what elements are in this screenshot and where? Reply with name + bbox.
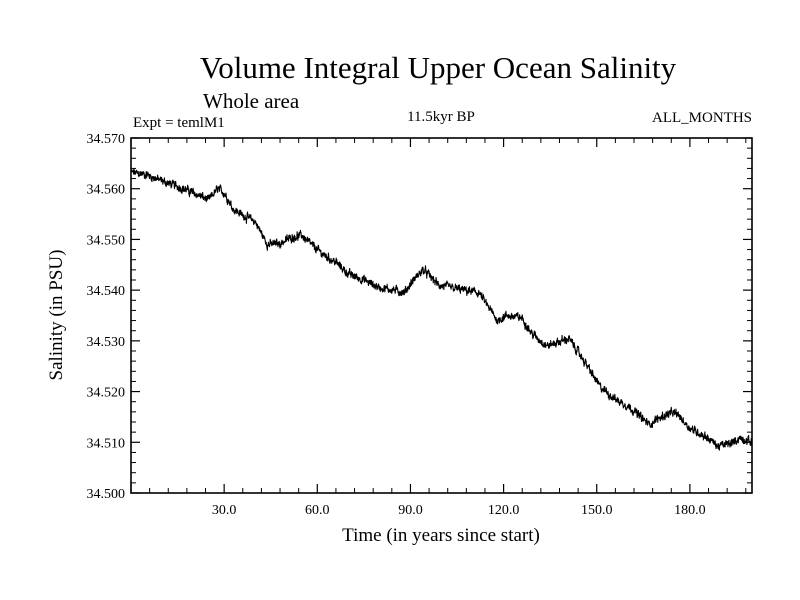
y-tick-label: 34.530 — [87, 335, 126, 350]
x-tick-label: 60.0 — [305, 503, 330, 518]
x-tick-label: 90.0 — [398, 503, 423, 518]
plot-frame — [130, 137, 753, 494]
months-label: ALL_MONTHS — [652, 110, 752, 126]
chart-title: Volume Integral Upper Ocean Salinity — [200, 50, 677, 85]
x-axis-label: Time (in years since start) — [342, 525, 540, 546]
experiment-label: Expt = temlM1 — [133, 115, 225, 131]
y-tick-label: 34.560 — [87, 183, 126, 198]
y-tick-label: 34.510 — [87, 436, 126, 451]
y-tick-label: 34.520 — [87, 386, 126, 401]
y-tick-label: 34.500 — [87, 487, 126, 502]
x-tick-label: 180.0 — [674, 503, 706, 518]
x-tick-label: 30.0 — [212, 503, 237, 518]
x-tick-label: 150.0 — [581, 503, 613, 518]
salinity-series-line — [130, 168, 753, 451]
y-tick-label: 34.570 — [87, 132, 126, 147]
x-tick-label: 120.0 — [488, 503, 520, 518]
plot-layer: 34.500 34.510 34.520 34.530 34.540 34.550 34.5… — [87, 132, 753, 518]
y-tick-label: 34.550 — [87, 233, 126, 248]
y-axis-label: Salinity (in PSU) — [46, 250, 67, 381]
period-label: 11.5kyr BP — [407, 109, 475, 125]
y-tick-label: 34.540 — [87, 284, 126, 299]
chart-subtitle: Whole area — [203, 89, 300, 113]
